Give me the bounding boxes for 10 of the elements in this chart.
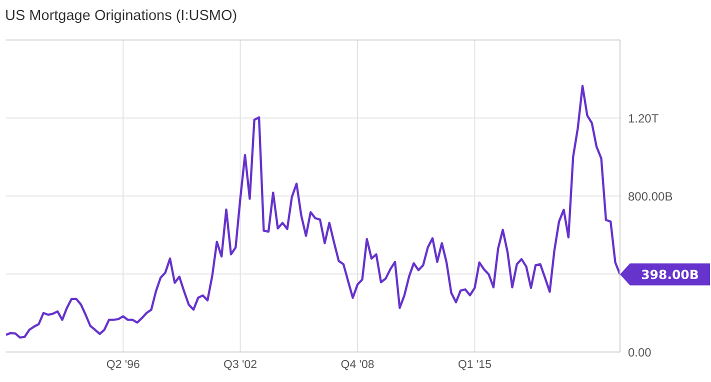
x-tick-label: Q3 '02: [224, 359, 258, 372]
chart-title: US Mortgage Originations (I:USMO): [5, 8, 238, 24]
x-tick-label: Q2 '96: [106, 359, 140, 372]
y-tick-label: 1.20T: [628, 111, 660, 126]
y-tick-label: 800.00B: [628, 189, 673, 204]
x-tick-label: Q4 '08: [340, 359, 374, 372]
annotation: 398.00B: [641, 266, 699, 282]
y-tick-label: 0.00: [628, 345, 652, 360]
line-series: [6, 84, 620, 339]
x-tick-label: Q1 '15: [458, 359, 492, 372]
